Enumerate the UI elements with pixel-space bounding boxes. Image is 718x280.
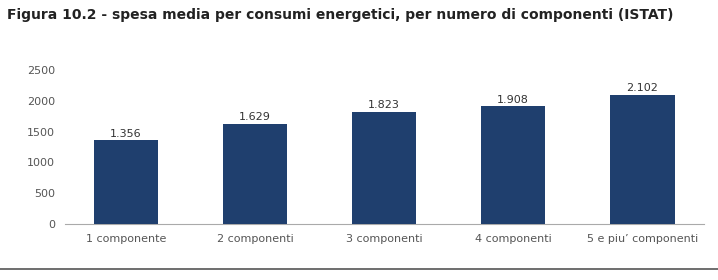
Bar bbox=[93, 141, 158, 224]
Bar bbox=[481, 106, 546, 224]
Bar bbox=[610, 95, 675, 224]
Text: Figura 10.2 - spesa media per consumi energetici, per numero di componenti (ISTA: Figura 10.2 - spesa media per consumi en… bbox=[7, 8, 673, 22]
Text: 1.908: 1.908 bbox=[498, 95, 529, 105]
Text: 1.823: 1.823 bbox=[368, 100, 400, 110]
Text: 1.629: 1.629 bbox=[239, 112, 271, 122]
Bar bbox=[223, 124, 287, 224]
Text: 2.102: 2.102 bbox=[626, 83, 658, 93]
Text: 1.356: 1.356 bbox=[110, 129, 141, 139]
Bar bbox=[352, 112, 416, 224]
